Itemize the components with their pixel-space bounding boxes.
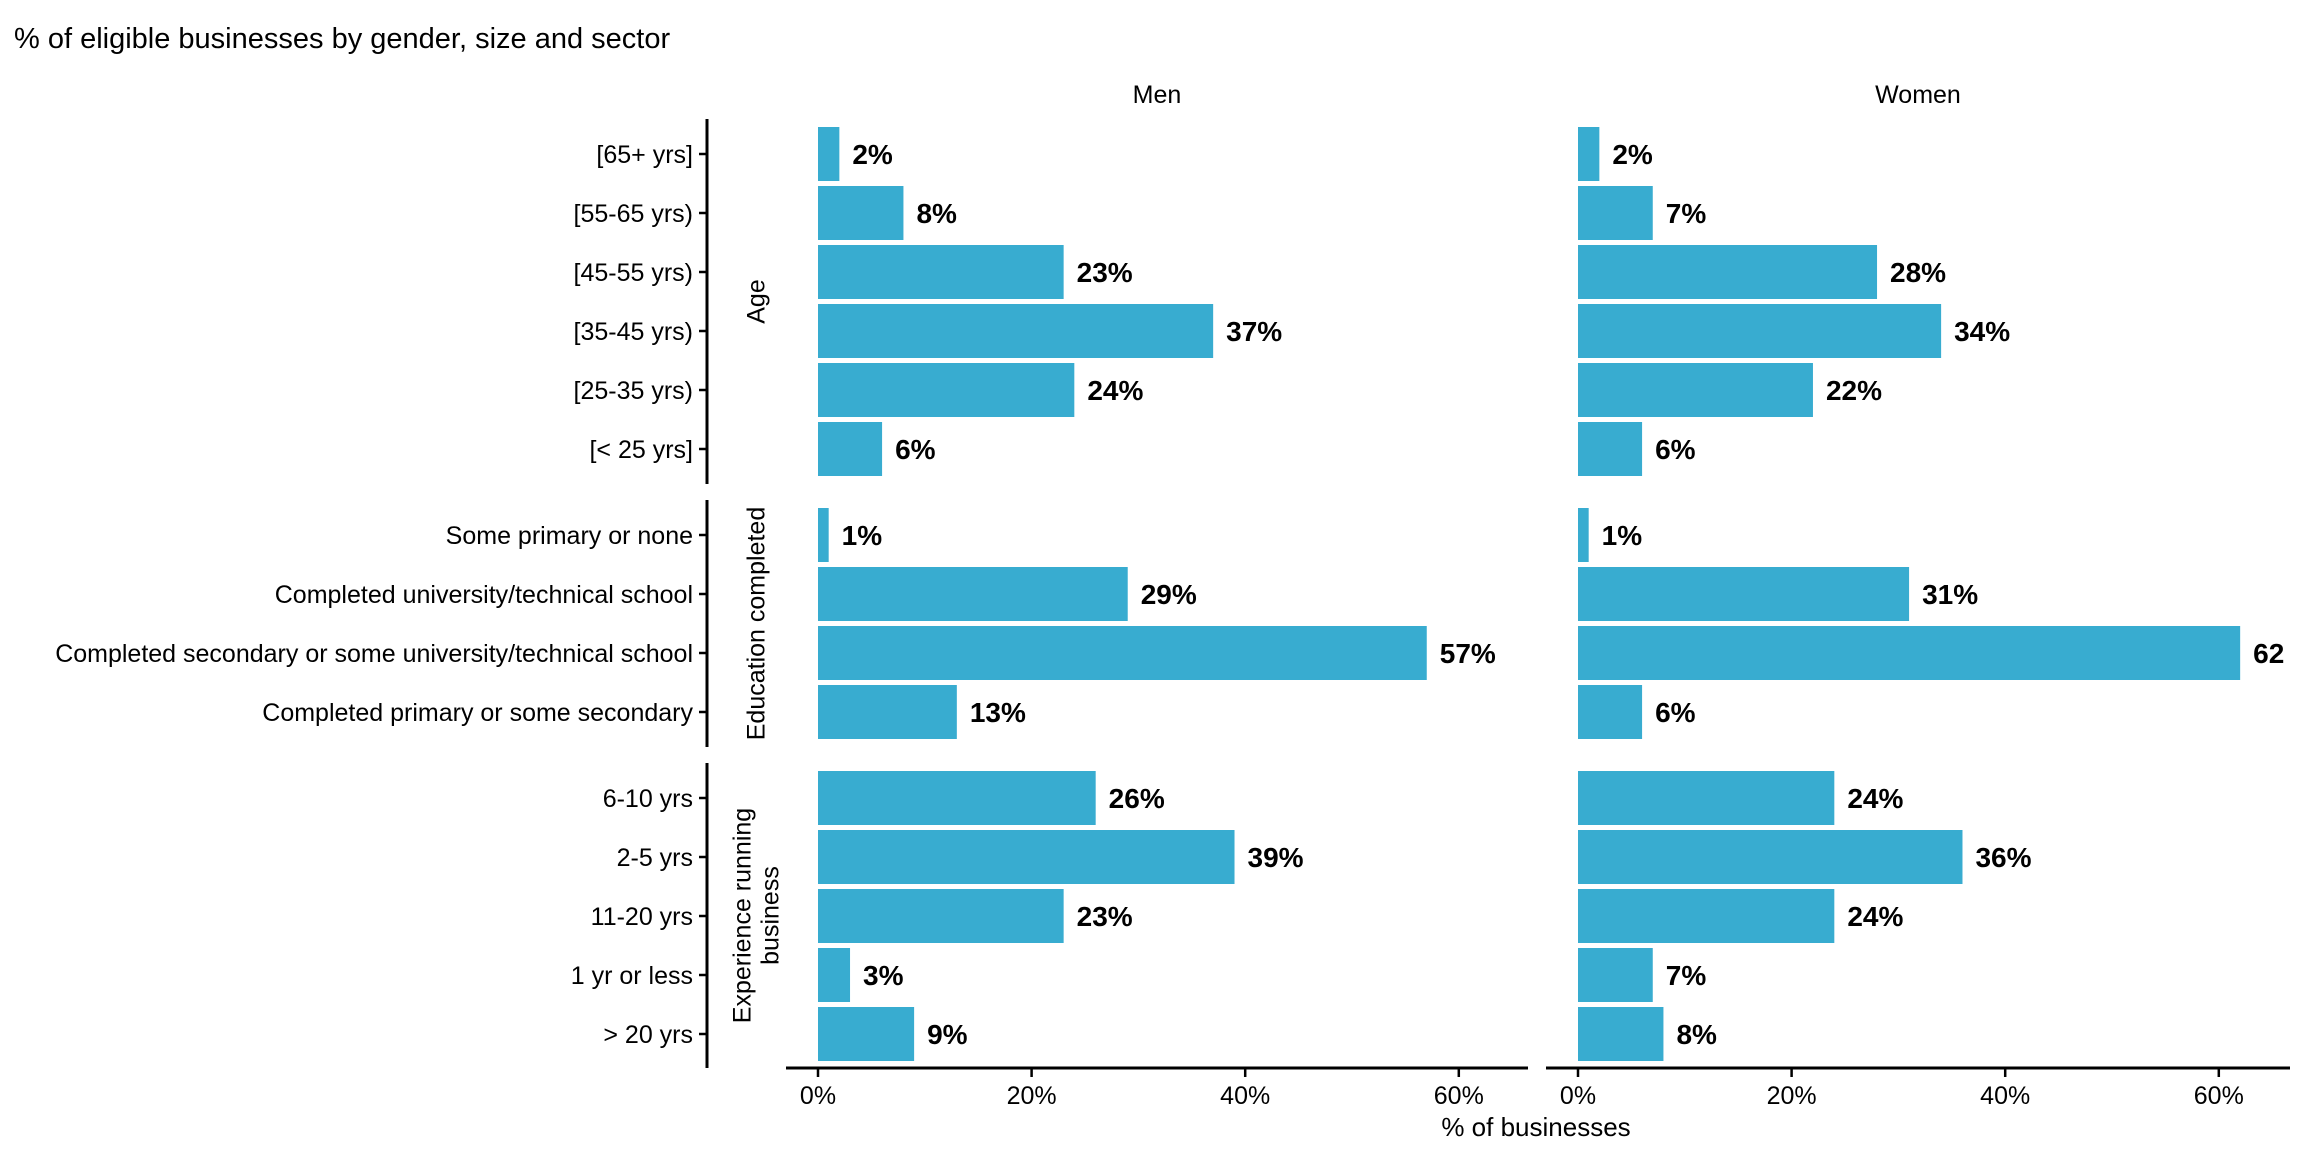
data-label-men-35-45-yrs: 37% xyxy=(1226,316,1282,347)
group-label-experience-running-business-line-2: business xyxy=(757,866,785,965)
plot-area: Men Women Age [65+ yrs] 2% 2% [55-65 yrs) 8% 7% [… xyxy=(55,81,2290,1110)
category-label-45-55-yrs: [45-55 yrs) xyxy=(574,259,693,287)
data-label-men-25-yrs: 6% xyxy=(895,434,936,465)
data-label-women-completed-university-technical-school: 31% xyxy=(1922,579,1978,610)
x-tick-label-men-40: 40% xyxy=(1220,1082,1270,1110)
bar-men-completed-university-technical-school xyxy=(818,567,1128,621)
category-label-6-10-yrs: 6-10 yrs xyxy=(603,785,693,813)
category-label-11-20-yrs: 11-20 yrs xyxy=(591,903,693,931)
data-label-women-completed-secondary-or-some-university-technical-school: 62 xyxy=(2253,638,2284,669)
x-tick-label-women-60: 60% xyxy=(2194,1082,2244,1110)
x-tick-label-women-40: 40% xyxy=(1980,1082,2030,1110)
data-label-women-35-45-yrs: 34% xyxy=(1954,316,2010,347)
bar-men-25-yrs xyxy=(818,422,883,476)
data-label-men-45-55-yrs: 23% xyxy=(1077,257,1133,288)
x-tick-label-men-20: 20% xyxy=(1007,1082,1057,1110)
data-label-men-6-10-yrs: 26% xyxy=(1109,783,1165,814)
bar-women-completed-primary-or-some-secondary xyxy=(1578,685,1643,739)
bar-women-completed-secondary-or-some-university-technical-school xyxy=(1578,626,2241,680)
x-tick-label-men-60: 60% xyxy=(1434,1082,1484,1110)
bar-men-completed-primary-or-some-secondary xyxy=(818,685,957,739)
x-tick-label-women-20: 20% xyxy=(1767,1082,1817,1110)
x-tick-label-women-0: 0% xyxy=(1560,1082,1596,1110)
data-label-men-11-20-yrs: 23% xyxy=(1077,901,1133,932)
bar-women-45-55-yrs xyxy=(1578,245,1878,299)
data-label-women-1-yr-or-less: 7% xyxy=(1666,960,1707,991)
bar-men-45-55-yrs xyxy=(818,245,1064,299)
bar-women-6-10-yrs xyxy=(1578,771,1835,825)
category-label-some-primary-or-none: Some primary or none xyxy=(446,522,693,550)
data-label-women-25-yrs: 6% xyxy=(1655,434,1696,465)
group-label-experience-running-business-line-1: Experience running xyxy=(729,808,757,1023)
bar-men-25-35-yrs xyxy=(818,363,1075,417)
group-label-age: Age xyxy=(743,279,771,323)
data-label-women-65-yrs: 2% xyxy=(1612,139,1653,170)
bar-men-6-10-yrs xyxy=(818,771,1096,825)
bar-women-35-45-yrs xyxy=(1578,304,1942,358)
category-label-1-yr-or-less: 1 yr or less xyxy=(571,962,693,990)
category-label-25-yrs: [< 25 yrs] xyxy=(589,436,693,464)
category-label-completed-university-technical-school: Completed university/technical school xyxy=(275,581,693,609)
data-label-women-20-yrs: 8% xyxy=(1676,1019,1717,1050)
bar-women-25-35-yrs xyxy=(1578,363,1813,417)
bar-men-35-45-yrs xyxy=(818,304,1214,358)
data-label-men-55-65-yrs: 8% xyxy=(916,198,957,229)
facet-label-women: Women xyxy=(1875,81,1961,109)
bar-men-55-65-yrs xyxy=(818,186,904,240)
data-label-women-2-5-yrs: 36% xyxy=(1975,842,2031,873)
bar-men-some-primary-or-none xyxy=(818,508,829,562)
data-label-men-completed-secondary-or-some-university-technical-school: 57% xyxy=(1440,638,1496,669)
bar-men-11-20-yrs xyxy=(818,889,1064,943)
x-tick-label-men-0: 0% xyxy=(800,1082,836,1110)
chart-title: % of eligible businesses by gender, size… xyxy=(14,23,670,55)
bar-women-55-65-yrs xyxy=(1578,186,1653,240)
bar-women-11-20-yrs xyxy=(1578,889,1835,943)
data-label-women-6-10-yrs: 24% xyxy=(1847,783,1903,814)
category-label-55-65-yrs: [55-65 yrs) xyxy=(574,200,693,228)
data-label-men-25-35-yrs: 24% xyxy=(1087,375,1143,406)
bar-men-20-yrs xyxy=(818,1007,915,1061)
data-label-women-25-35-yrs: 22% xyxy=(1826,375,1882,406)
bar-women-2-5-yrs xyxy=(1578,830,1963,884)
bar-women-completed-university-technical-school xyxy=(1578,567,1910,621)
group-label-education-completed: Education completed xyxy=(743,507,771,740)
x-axis-title: % of businesses xyxy=(1441,1112,1630,1142)
data-label-women-11-20-yrs: 24% xyxy=(1847,901,1903,932)
data-label-men-completed-primary-or-some-secondary: 13% xyxy=(970,697,1026,728)
data-label-women-45-55-yrs: 28% xyxy=(1890,257,1946,288)
facet-label-men: Men xyxy=(1133,81,1182,109)
category-label-35-45-yrs: [35-45 yrs) xyxy=(574,318,693,346)
bar-women-20-yrs xyxy=(1578,1007,1664,1061)
bar-women-1-yr-or-less xyxy=(1578,948,1653,1002)
bar-women-25-yrs xyxy=(1578,422,1643,476)
category-label-25-35-yrs: [25-35 yrs) xyxy=(574,377,693,405)
bar-men-2-5-yrs xyxy=(818,830,1235,884)
data-label-men-1-yr-or-less: 3% xyxy=(863,960,904,991)
category-label-completed-secondary-or-some-university-technical-school: Completed secondary or some university/t… xyxy=(55,640,693,668)
data-label-men-completed-university-technical-school: 29% xyxy=(1141,579,1197,610)
category-label-65-yrs: [65+ yrs] xyxy=(596,141,693,169)
data-label-men-20-yrs: 9% xyxy=(927,1019,968,1050)
data-label-women-some-primary-or-none: 1% xyxy=(1602,520,1643,551)
bar-men-completed-secondary-or-some-university-technical-school xyxy=(818,626,1427,680)
bar-men-65-yrs xyxy=(818,127,840,181)
bar-women-65-yrs xyxy=(1578,127,1600,181)
data-label-men-65-yrs: 2% xyxy=(852,139,893,170)
data-label-women-55-65-yrs: 7% xyxy=(1666,198,1707,229)
data-label-women-completed-primary-or-some-secondary: 6% xyxy=(1655,697,1696,728)
data-label-men-2-5-yrs: 39% xyxy=(1248,842,1304,873)
bar-men-1-yr-or-less xyxy=(818,948,851,1002)
category-label-2-5-yrs: 2-5 yrs xyxy=(617,844,693,872)
category-label-20-yrs: > 20 yrs xyxy=(603,1021,693,1049)
data-label-men-some-primary-or-none: 1% xyxy=(842,520,883,551)
category-label-completed-primary-or-some-secondary: Completed primary or some secondary xyxy=(262,699,693,727)
bar-women-some-primary-or-none xyxy=(1578,508,1589,562)
